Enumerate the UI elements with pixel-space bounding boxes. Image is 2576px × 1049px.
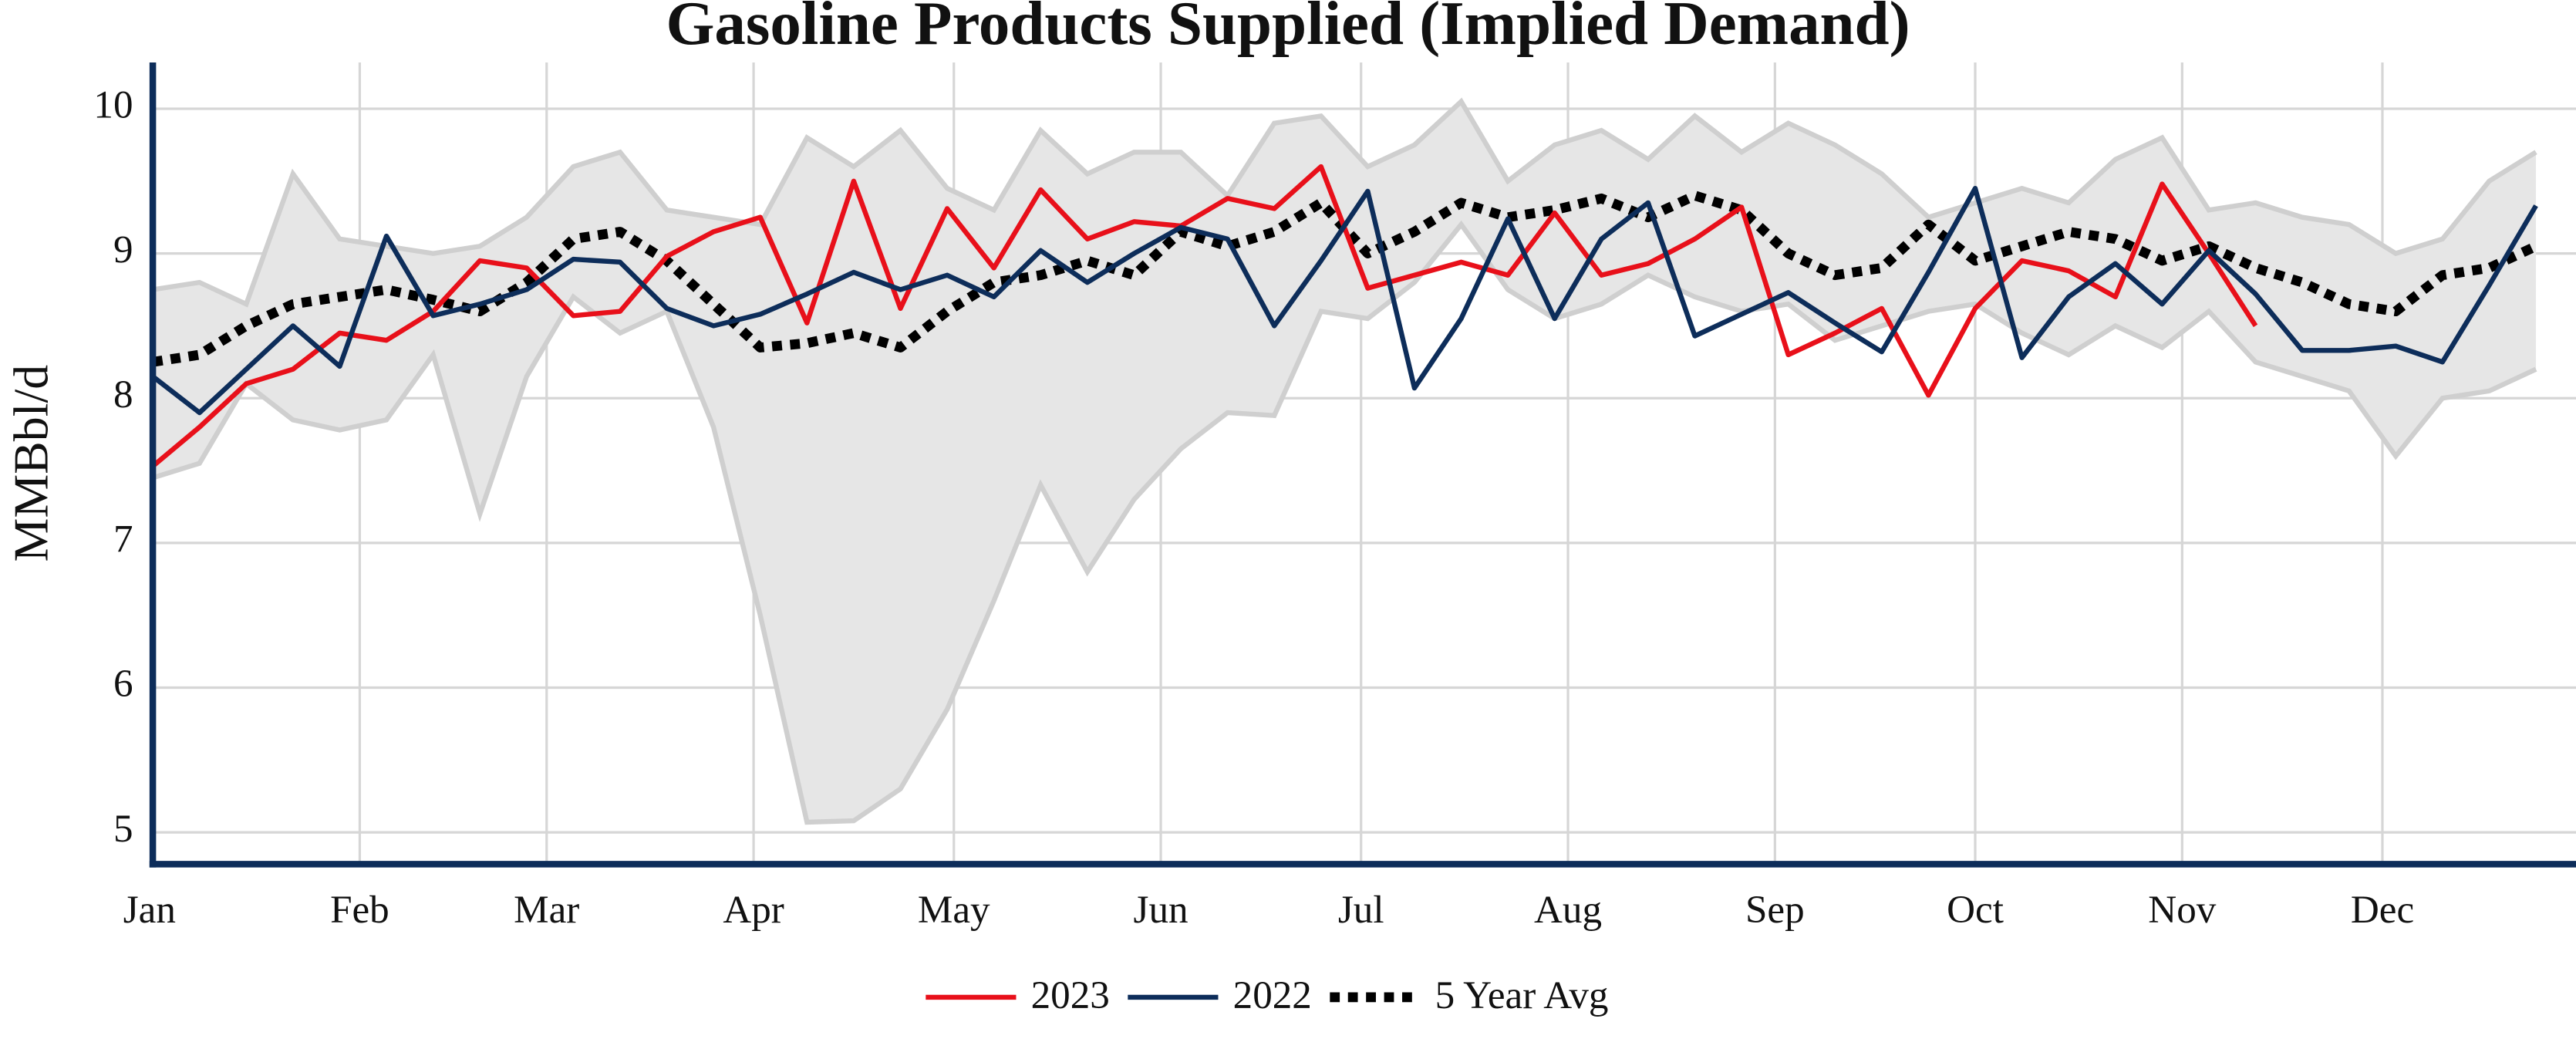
y-tick-label: 9 bbox=[113, 228, 133, 272]
x-tick-label: Oct bbox=[1947, 888, 2004, 932]
x-tick-label: Aug bbox=[1534, 888, 1602, 932]
x-tick-label: Feb bbox=[330, 888, 389, 932]
series-line bbox=[151, 164, 2258, 468]
range-band bbox=[153, 101, 2537, 822]
x-tick-label: Jun bbox=[1134, 888, 1189, 932]
chart-title: Gasoline Products Supplied (Implied Dema… bbox=[666, 0, 1910, 58]
band-edge bbox=[152, 97, 2537, 308]
y-tick-label: 8 bbox=[113, 373, 133, 417]
x-tick-label: Mar bbox=[514, 888, 579, 932]
y-axis-label: MMBbl/d bbox=[4, 365, 59, 562]
y-tick-label: 10 bbox=[93, 83, 133, 127]
y-tick-label: 5 bbox=[113, 807, 133, 851]
x-tick-label: May bbox=[918, 888, 990, 932]
y-tick-label: 6 bbox=[113, 662, 133, 706]
legend-label: 5 Year Avg bbox=[1435, 973, 1609, 1017]
x-tick-label: Apr bbox=[723, 888, 784, 932]
x-tick-label: Jan bbox=[123, 888, 176, 932]
legend-label: 2022 bbox=[1233, 973, 1312, 1017]
band-edge bbox=[152, 220, 2537, 825]
x-tick-label: Sep bbox=[1745, 888, 1805, 932]
series-line bbox=[151, 185, 2538, 416]
x-tick-label: Jul bbox=[1338, 888, 1384, 932]
y-tick-label: 7 bbox=[113, 518, 133, 562]
x-tick-label: Nov bbox=[2148, 888, 2216, 932]
legend-label: 2023 bbox=[1031, 973, 1110, 1017]
x-tick-label: Dec bbox=[2351, 888, 2414, 932]
